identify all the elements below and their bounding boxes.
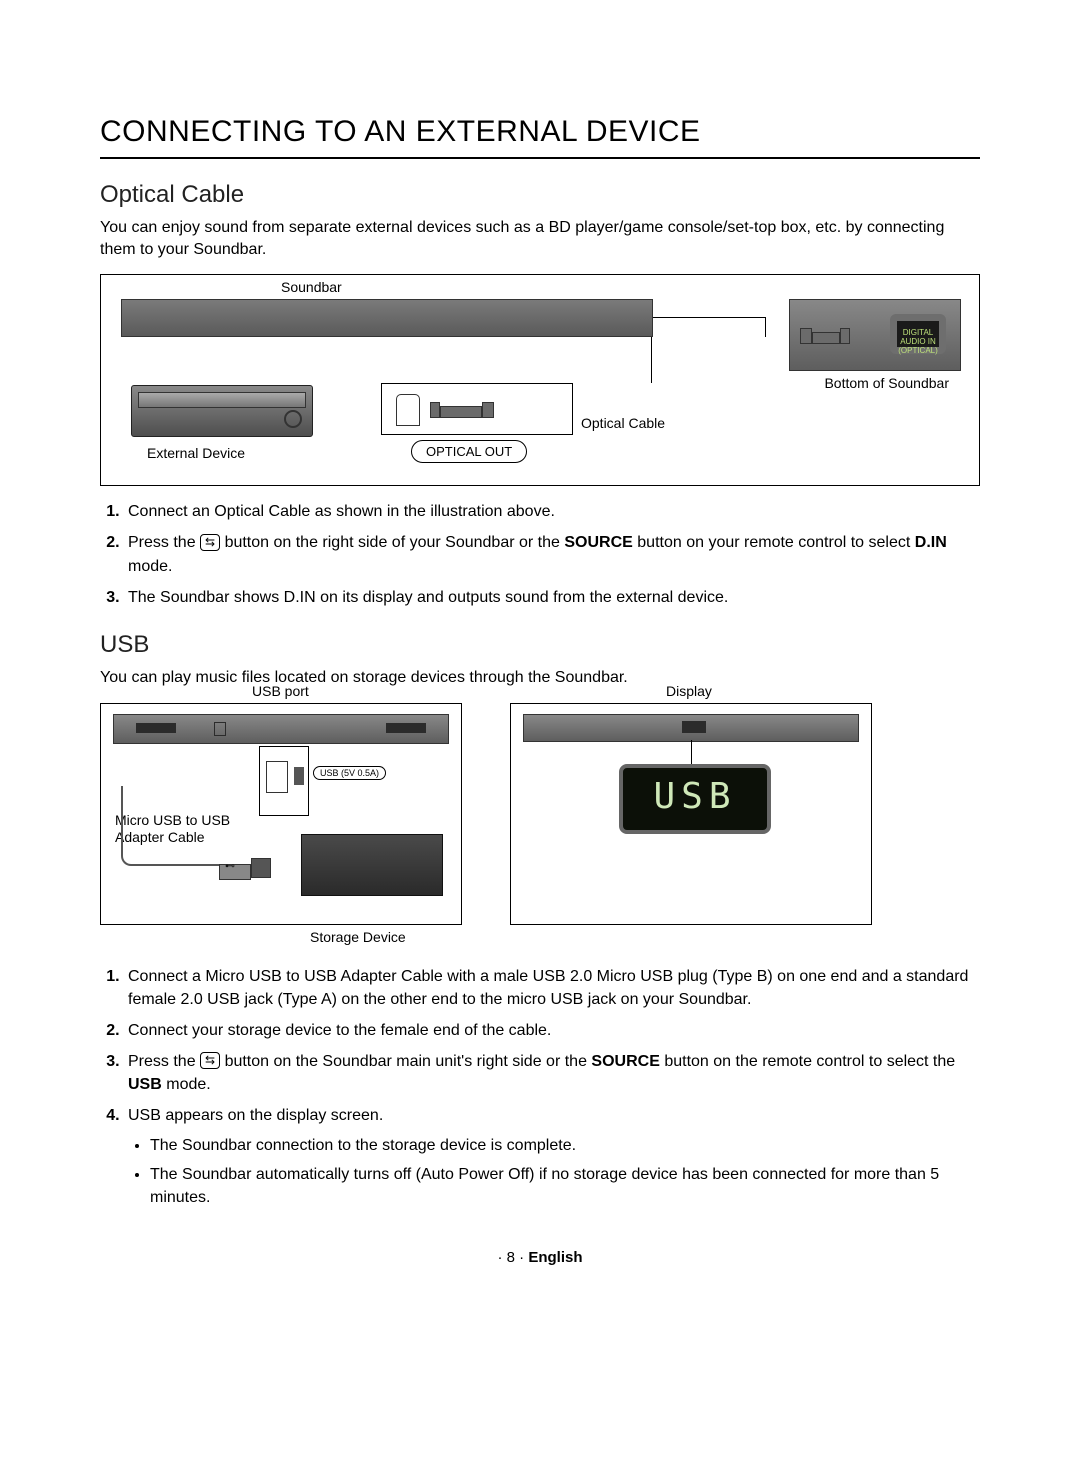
page-title: CONNECTING TO AN EXTERNAL DEVICE <box>100 115 980 159</box>
list-item: Press the ⇆ button on the right side of … <box>124 531 980 577</box>
text: USB appears on the display screen. <box>128 1107 383 1124</box>
label-optical-out: OPTICAL OUT <box>411 440 527 463</box>
page-footer: · 8 · English <box>100 1249 980 1266</box>
label-storage: Storage Device <box>310 929 406 945</box>
optical-port: DIGITAL AUDIO IN (OPTICAL) <box>890 314 946 354</box>
optical-out-inset <box>381 383 573 435</box>
optical-intro: You can enjoy sound from separate extern… <box>100 217 980 260</box>
text: button on the right side of your Soundba… <box>225 534 560 551</box>
port-panel: DIGITAL AUDIO IN (OPTICAL) <box>789 299 961 371</box>
optical-heading: Optical Cable <box>100 181 980 209</box>
text-bold: USB <box>128 1076 162 1093</box>
text-bold: D.IN <box>915 534 947 551</box>
usb-diagram-display: USB <box>510 703 872 925</box>
text: mode. <box>166 1076 210 1093</box>
text: mode. <box>128 558 172 575</box>
text: button on your remote control to select <box>637 534 910 551</box>
label-soundbar: Soundbar <box>281 279 342 295</box>
list-item: Connect your storage device to the femal… <box>124 1019 980 1042</box>
usb-port-graphic <box>259 746 309 816</box>
text: Press the <box>128 534 196 551</box>
usb-heading: USB <box>100 631 980 659</box>
label-usb-port: USB port <box>252 683 309 699</box>
display-screen: USB <box>619 764 771 834</box>
list-item: Press the ⇆ button on the Soundbar main … <box>124 1050 980 1096</box>
usb-a-plug-icon: ⊷ <box>219 860 271 885</box>
page-number: 8 <box>507 1249 515 1266</box>
list-item: Connect an Optical Cable as shown in the… <box>124 500 980 523</box>
text: button on the remote control to select t… <box>664 1053 955 1070</box>
soundbar-face-graphic <box>113 714 449 744</box>
label-bottom: Bottom of Soundbar <box>824 375 949 391</box>
text: Press the <box>128 1053 196 1070</box>
optical-steps: Connect an Optical Cable as shown in the… <box>100 500 980 609</box>
footer-lang: English <box>528 1249 582 1266</box>
list-item: The Soundbar automatically turns off (Au… <box>150 1163 980 1209</box>
label-display: Display <box>666 683 712 699</box>
label-external: External Device <box>147 445 245 461</box>
usb-steps: Connect a Micro USB to USB Adapter Cable… <box>100 965 980 1210</box>
soundbar-graphic <box>121 299 653 337</box>
source-icon: ⇆ <box>200 534 220 551</box>
dot: · <box>497 1249 502 1266</box>
usb-diagram-ports: USB (5V 0.5A) Micro USB to USB Adapter C… <box>100 703 462 925</box>
storage-device-graphic <box>301 834 443 896</box>
optical-diagram: Soundbar DIGITAL AUDIO IN (OPTICAL) Bott… <box>100 274 980 486</box>
dot: · <box>519 1249 524 1266</box>
usb-intro: You can play music files located on stor… <box>100 667 980 689</box>
external-device-graphic <box>131 385 313 437</box>
display-face-graphic <box>523 714 859 742</box>
label-usb-rating: USB (5V 0.5A) <box>313 766 386 780</box>
list-item: The Soundbar shows D.IN on its display a… <box>124 586 980 609</box>
toslink-plug-icon <box>800 328 850 349</box>
text-bold: SOURCE <box>564 534 632 551</box>
source-icon: ⇆ <box>200 1052 220 1069</box>
text-bold: SOURCE <box>591 1053 659 1070</box>
list-item: The Soundbar connection to the storage d… <box>150 1134 980 1157</box>
toslink-cable-icon <box>430 402 494 423</box>
text: button on the Soundbar main unit's right… <box>225 1053 587 1070</box>
label-optical-cable: Optical Cable <box>581 415 665 431</box>
list-item: USB appears on the display screen. The S… <box>124 1104 980 1209</box>
list-item: Connect a Micro USB to USB Adapter Cable… <box>124 965 980 1011</box>
